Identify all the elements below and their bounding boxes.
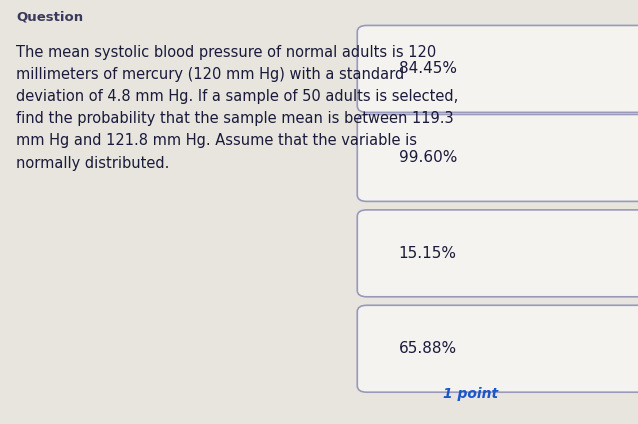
FancyBboxPatch shape: [357, 210, 638, 297]
FancyBboxPatch shape: [357, 114, 638, 201]
FancyBboxPatch shape: [357, 25, 638, 112]
Text: 99.60%: 99.60%: [399, 151, 457, 165]
Text: The mean systolic blood pressure of normal adults is 120
millimeters of mercury : The mean systolic blood pressure of norm…: [16, 45, 458, 170]
Text: 65.88%: 65.88%: [399, 341, 457, 356]
FancyBboxPatch shape: [357, 305, 638, 392]
Text: 1 point: 1 point: [443, 387, 498, 401]
Text: 15.15%: 15.15%: [399, 246, 457, 261]
Text: 84.45%: 84.45%: [399, 61, 457, 76]
Text: Question: Question: [16, 11, 83, 24]
